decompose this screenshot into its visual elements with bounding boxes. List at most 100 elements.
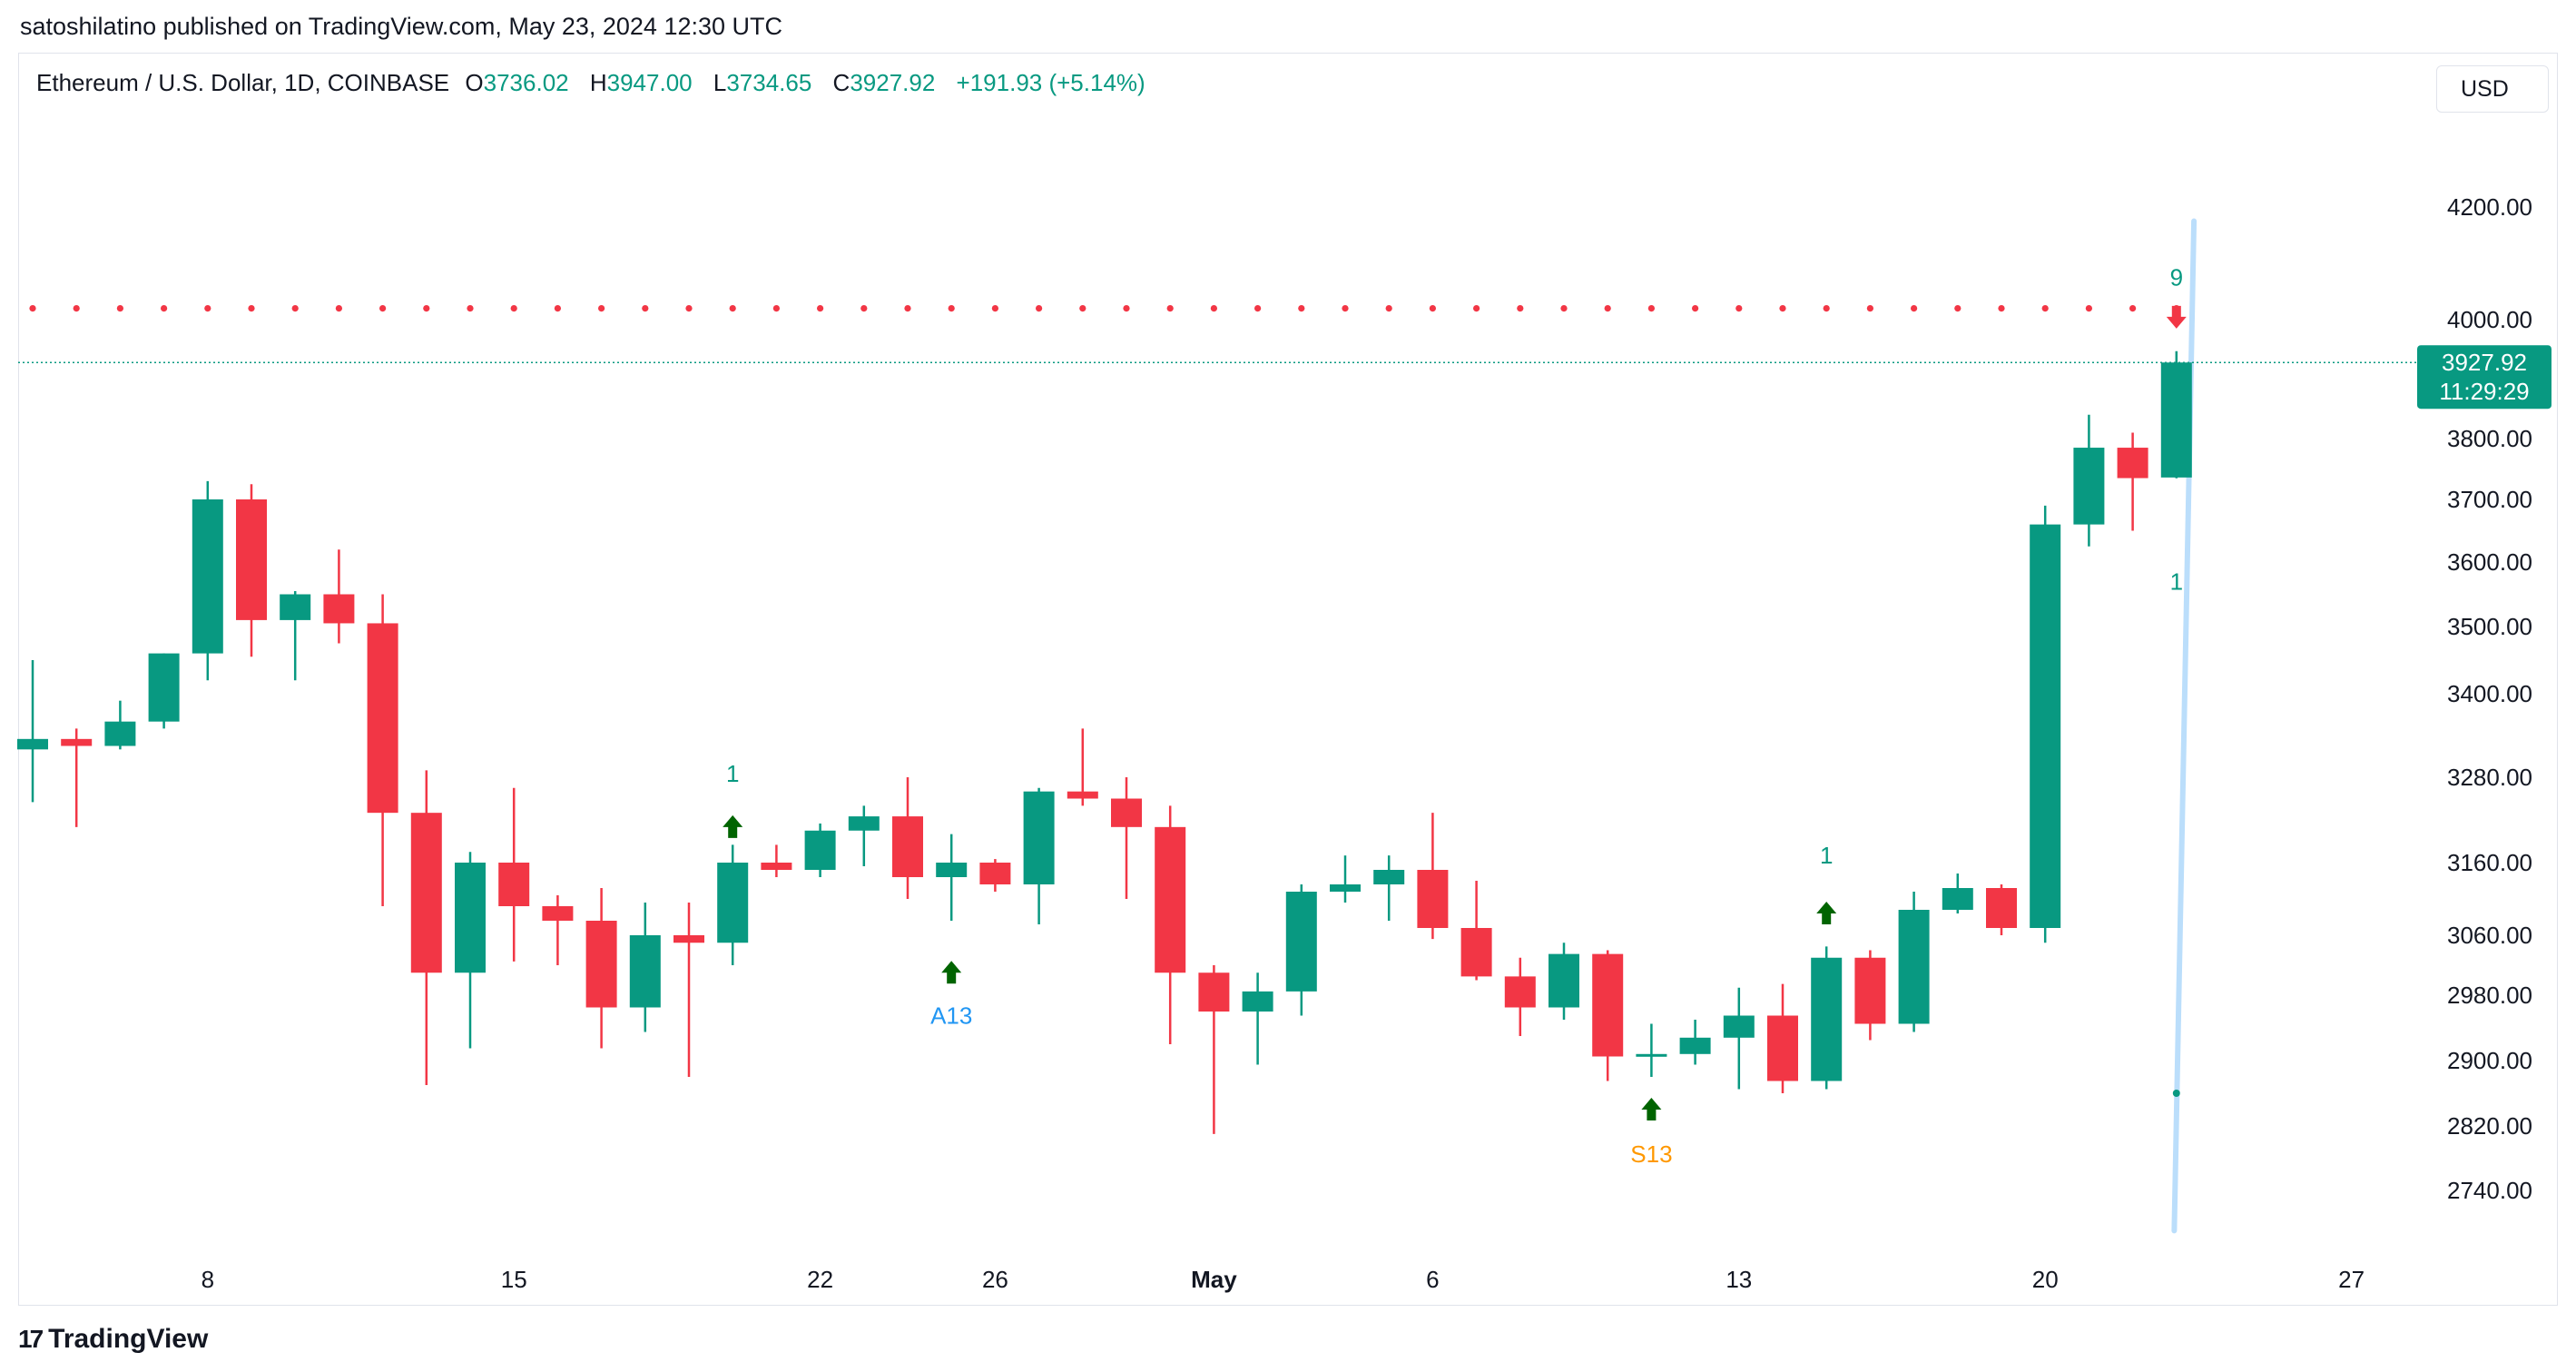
resistance-dot [598,305,605,312]
candle-body [1242,991,1273,1012]
candle-up [1898,892,1930,1032]
candle-body [1373,870,1405,884]
candle-body [1417,870,1449,928]
candle-up [148,653,180,729]
candle-up [1811,946,1843,1090]
candle-body [2030,524,2061,928]
tradingview-logo[interactable]: 17 TradingView [18,1324,208,1355]
candle-down [673,903,704,1077]
y-tick-label: 3160.00 [2447,849,2532,876]
resistance-dot [29,305,36,312]
x-tick-label: 13 [1726,1266,1752,1293]
bar-countdown: 11:29:29 [2439,378,2529,405]
resistance-dot [335,305,342,312]
signal-dot [2172,1090,2180,1097]
signal-label: 1 [726,760,739,787]
resistance-dot [1866,305,1873,312]
resistance-dot [729,305,736,312]
candle-up [1023,787,1055,924]
candle-down [1155,805,1186,1044]
candle-body [2160,362,2192,478]
resistance-dot [1429,305,1436,312]
y-tick-label: 4000.00 [2447,306,2532,333]
x-tick-label: 8 [202,1266,214,1293]
resistance-dot [685,305,693,312]
resistance-dot [1342,305,1349,312]
resistance-dot [467,305,474,312]
resistance-dot [291,305,299,312]
candle-body [761,863,792,870]
y-tick-label: 3800.00 [2447,425,2532,452]
candle-up [1549,943,1579,1020]
candle-body [17,738,48,750]
signal-label: 1 [1820,842,1833,869]
candle-down [1592,950,1624,1081]
tradingview-logo-mark: 17 [18,1325,44,1353]
candle-down [1417,813,1449,940]
candle-body [498,863,530,906]
x-axis: 8 15 22 26 May 6 13 20 27 [202,1266,2365,1293]
candle-body [1330,884,1361,892]
candle-up [1942,874,1973,913]
resistance-dot [2085,305,2092,312]
candle-body [1067,791,1098,799]
last-price-tag [2417,345,2551,410]
open-value: 3736.02 [483,69,569,96]
candle-up [629,903,661,1032]
candle-up [1636,1023,1667,1077]
candle-body [1592,953,1624,1057]
candle-body [1460,928,1492,977]
resistance-dot [1166,305,1174,312]
resistance-dot [1647,305,1655,312]
resistance-dot [73,305,80,312]
candle-up [2160,350,2192,479]
candle-up [17,660,48,803]
resistance-dot [860,305,868,312]
y-tick-label: 2900.00 [2447,1047,2532,1074]
candle-up [1285,884,1317,1016]
candle-down [1504,957,1536,1036]
resistance-dot [554,305,562,312]
candle-body [61,738,93,746]
candle-down [1986,884,2017,935]
resistance-dot [1692,305,1699,312]
signal-label: 1 [2170,568,2183,595]
close-label: C [832,69,850,96]
candle-body [936,863,968,877]
resistance-dot [948,305,955,312]
x-tick-label: 20 [2032,1266,2059,1293]
currency-button[interactable]: USD [2436,65,2549,113]
candle-down [410,770,442,1085]
resistance-dot [2041,305,2049,312]
resistance-dot [1298,305,1305,312]
candle-body [1854,957,1886,1024]
candle-body [1767,1015,1798,1081]
candle-body [367,623,398,814]
resistance-dot [1517,305,1524,312]
candle-body [1111,798,1142,827]
candle-body [629,935,661,1008]
candle-body [892,816,923,877]
resistance-dot [423,305,430,312]
candle-up [936,834,968,921]
close-value: 3927.92 [850,69,936,96]
x-tick-label: 22 [807,1266,833,1293]
candle-up [455,852,486,1049]
candle-body [1023,791,1055,884]
resistance-layer [18,305,2424,363]
candle-up [1723,987,1755,1090]
candle-body [1155,826,1186,973]
symbol-title[interactable]: Ethereum / U.S. Dollar, 1D, COINBASE [36,69,450,96]
y-tick-label: 3060.00 [2447,922,2532,949]
candle-down [1198,965,1230,1134]
candle-body [2117,448,2148,479]
change-value: +191.93 (+5.14%) [956,69,1145,96]
candle-up [1330,855,1361,903]
signal-arrow-up-icon [1641,1098,1662,1120]
open-label: O [465,69,484,96]
resistance-dot [204,305,211,312]
candle-down [585,888,617,1049]
high-value: 3947.00 [606,69,693,96]
resistance-dot [1560,305,1568,312]
